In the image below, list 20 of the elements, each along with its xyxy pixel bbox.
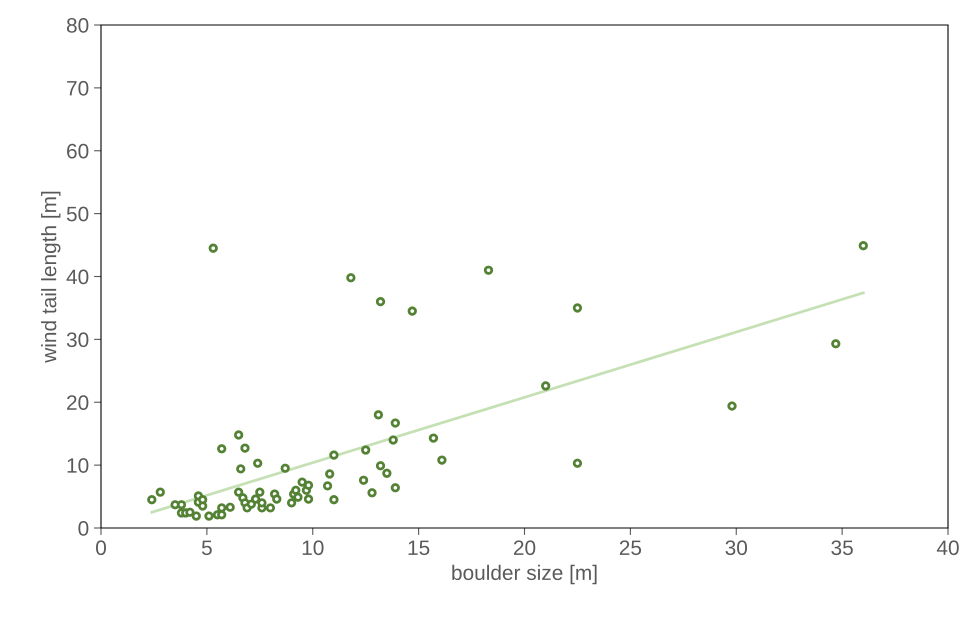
x-tick-label: 5: [202, 540, 212, 556]
y-tick-label: 0: [78, 521, 88, 536]
y-tick-label: 10: [68, 458, 88, 473]
y-tick-label: 70: [67, 80, 88, 96]
x-tick-label: 10: [302, 540, 324, 556]
x-tick-label: 35: [831, 540, 853, 556]
y-tick-label: 30: [66, 332, 88, 348]
x-tick-label: 15: [408, 540, 430, 556]
x-tick-label: 20: [514, 540, 536, 556]
x-tick-label: 25: [620, 540, 642, 556]
y-tick-label: 50: [66, 206, 88, 222]
y-tick-label: 40: [66, 270, 88, 284]
x-tick-label: 0: [96, 540, 106, 556]
x-axis-title: boulder size [m]: [452, 564, 597, 584]
x-tick-label: 30: [725, 540, 748, 556]
y-tick-label: 20: [67, 395, 88, 410]
x-tick-label: 40: [936, 540, 959, 556]
y-tick-label: 60: [67, 144, 88, 159]
y-axis-title: wind tail length [m]: [41, 192, 60, 363]
y-tick-label: 80: [66, 18, 88, 33]
